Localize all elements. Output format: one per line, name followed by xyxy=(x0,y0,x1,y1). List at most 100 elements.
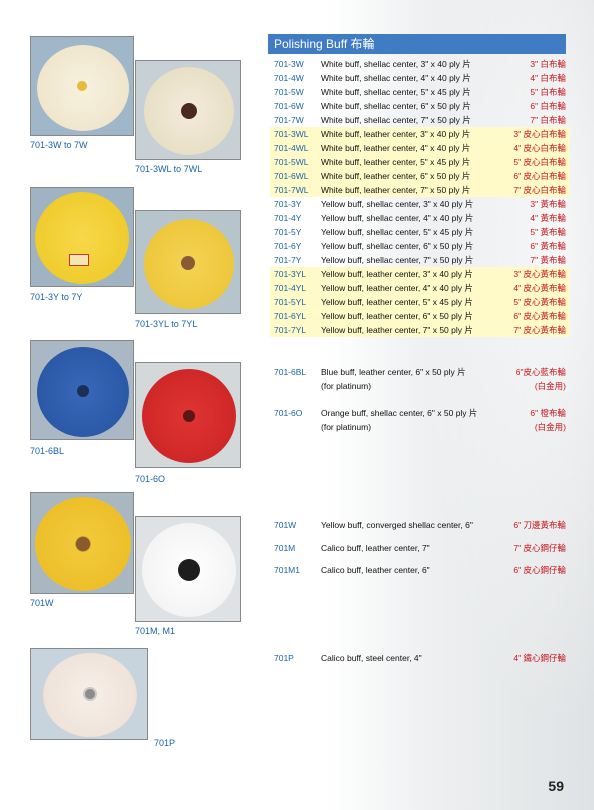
row-zh: 7" 皮心黃布輪 xyxy=(513,325,566,335)
caption-701-6o: 701-6O xyxy=(135,474,166,484)
buff-center xyxy=(77,81,87,91)
row-desc: White buff, shellac center, 5" x 45 ply … xyxy=(321,87,471,97)
entry-zh: 6" 刀邊黃布輪 xyxy=(513,520,566,530)
entry-desc: Yellow buff, converged shellac center, 6… xyxy=(321,520,473,530)
row-code: 701-3W xyxy=(274,59,304,69)
row-code: 701-7Y xyxy=(274,255,302,265)
row-zh: 7" 黃布輪 xyxy=(530,255,566,265)
photo-yellow-leather-buff xyxy=(135,210,241,314)
entry-code: 701M1 xyxy=(274,565,300,575)
page-number: 59 xyxy=(548,778,564,794)
table-row: 701-3YL Yellow buff, leather center, 3" x… xyxy=(270,267,570,281)
entry-zh: 7" 皮心鋼仔輪 xyxy=(513,543,566,553)
entry-701m: 701M Calico buff, leather center, 7" 7" … xyxy=(270,541,570,555)
table-row: 701-5YL Yellow buff, leather center, 5" x… xyxy=(270,295,570,309)
row-zh: 4" 皮心白布輪 xyxy=(513,143,566,153)
row-code: 701-7YL xyxy=(274,325,307,335)
entry-code: 701-6BL xyxy=(274,367,307,377)
buff-center xyxy=(83,687,97,701)
entry-701-6o: 701-6O Orange buff, shellac center, 6" x… xyxy=(270,406,570,434)
row-code: 701-7W xyxy=(274,115,304,125)
buff-disc xyxy=(35,192,129,284)
row-desc: Yellow buff, shellac center, 7" x 50 ply… xyxy=(321,255,474,265)
entry-desc-sub: (for platinum) xyxy=(321,422,372,432)
row-zh: 6" 黃布輪 xyxy=(530,241,566,251)
row-desc: Yellow buff, leather center, 5" x 45 ply… xyxy=(321,297,473,307)
caption-701-3yl: 701-3YL to 7YL xyxy=(135,319,198,329)
buff-center xyxy=(181,256,195,270)
row-desc: Yellow buff, leather center, 7" x 50 ply… xyxy=(321,325,473,335)
row-desc: White buff, leather center, 3" x 40 ply … xyxy=(321,129,471,139)
buff-center xyxy=(77,385,89,397)
entry-zh: 6" 皮心鋼仔輪 xyxy=(513,565,566,575)
entry-701p: 701P Calico buff, steel center, 4" 4" 鐵心… xyxy=(270,651,570,665)
table-row: 701-5W White buff, shellac center, 5" x 4… xyxy=(270,85,570,99)
row-desc: White buff, leather center, 7" x 50 ply … xyxy=(321,185,471,195)
row-code: 701-6W xyxy=(274,101,304,111)
section-header: Polishing Buff 布輪 xyxy=(268,34,566,54)
row-code: 701-4W xyxy=(274,73,304,83)
table-row: 701-4Y Yellow buff, shellac center, 4" x … xyxy=(270,211,570,225)
table-row: 701-6W White buff, shellac center, 6" x 5… xyxy=(270,99,570,113)
photo-yellow-buff xyxy=(30,187,134,287)
entry-zh: 4" 鐵心鋼仔輪 xyxy=(513,653,566,663)
entry-desc: Calico buff, leather center, 6" xyxy=(321,565,430,575)
row-desc: Yellow buff, shellac center, 5" x 45 ply… xyxy=(321,227,474,237)
row-desc: Yellow buff, shellac center, 4" x 40 ply… xyxy=(321,213,474,223)
caption-701w: 701W xyxy=(30,598,54,608)
photo-white-leather-buff xyxy=(135,60,241,160)
table-row: 701-7W White buff, shellac center, 7" x 5… xyxy=(270,113,570,127)
entry-desc: Calico buff, steel center, 4" xyxy=(321,653,422,663)
row-zh: 6" 皮心白布輪 xyxy=(513,171,566,181)
photo-yellow-converged-buff xyxy=(30,492,134,594)
row-desc: White buff, shellac center, 3" x 40 ply … xyxy=(321,59,471,69)
photo-white-buff xyxy=(30,36,134,136)
row-zh: 6" 白布輪 xyxy=(530,101,566,111)
caption-701-6bl: 701-6BL xyxy=(30,446,65,456)
product-table: 701-3W White buff, shellac center, 3" x 4… xyxy=(270,57,570,337)
table-row: 701-5WL White buff, leather center, 5" x … xyxy=(270,155,570,169)
row-desc: Yellow buff, shellac center, 3" x 40 ply… xyxy=(321,199,474,209)
table-row: 701-7Y Yellow buff, shellac center, 7" x … xyxy=(270,253,570,267)
table-row: 701-4WL White buff, leather center, 4" x … xyxy=(270,141,570,155)
entry-code: 701-6O xyxy=(274,408,303,418)
table-row: 701-3Y Yellow buff, shellac center, 3" x … xyxy=(270,197,570,211)
row-desc: White buff, leather center, 4" x 40 ply … xyxy=(321,143,471,153)
row-zh: 4" 黃布輪 xyxy=(530,213,566,223)
buff-center xyxy=(183,410,195,422)
entry-code: 701M xyxy=(274,543,296,553)
row-code: 701-5YL xyxy=(274,297,307,307)
entry-desc-sub: (for platinum) xyxy=(321,381,372,391)
table-row: 701-7YL Yellow buff, leather center, 7" x… xyxy=(270,323,570,337)
table-row: 701-3W White buff, shellac center, 3" x 4… xyxy=(270,57,570,71)
entry-desc: Orange buff, shellac center, 6" x 50 ply… xyxy=(321,408,478,418)
row-code: 701-3YL xyxy=(274,269,307,279)
table-row: 701-4YL Yellow buff, leather center, 4" x… xyxy=(270,281,570,295)
entry-701w: 701W Yellow buff, converged shellac cent… xyxy=(270,518,570,532)
row-zh: 3" 皮心白布輪 xyxy=(513,129,566,139)
table-row: 701-7WL White buff, leather center, 7" x … xyxy=(270,183,570,197)
row-zh: 7" 白布輪 xyxy=(530,115,566,125)
photo-orange-buff xyxy=(135,362,241,468)
entry-701m1: 701M1 Calico buff, leather center, 6" 6"… xyxy=(270,563,570,577)
row-zh: 3" 皮心黃布輪 xyxy=(513,269,566,279)
row-code: 701-4WL xyxy=(274,143,309,153)
entry-zh: 6"皮心藍布輪 xyxy=(515,367,566,377)
row-zh: 6" 皮心黃布輪 xyxy=(513,311,566,321)
row-zh: 7" 皮心白布輪 xyxy=(513,185,566,195)
row-zh: 4" 皮心黃布輪 xyxy=(513,283,566,293)
entry-desc: Calico buff, leather center, 7" xyxy=(321,543,430,553)
row-desc: Yellow buff, leather center, 3" x 40 ply… xyxy=(321,269,473,279)
row-desc: Yellow buff, leather center, 6" x 50 ply… xyxy=(321,311,473,321)
entry-zh: 6" 橙布輪 xyxy=(530,408,566,418)
entry-code: 701W xyxy=(274,520,297,530)
row-desc: White buff, shellac center, 7" x 50 ply … xyxy=(321,115,471,125)
caption-701m: 701M, M1 xyxy=(135,626,176,636)
row-code: 701-4Y xyxy=(274,213,302,223)
buff-center xyxy=(181,103,197,119)
row-code: 701-7WL xyxy=(274,185,309,195)
photo-blue-buff xyxy=(30,340,134,440)
row-code: 701-5Y xyxy=(274,227,302,237)
table-row: 701-4W White buff, shellac center, 4" x 4… xyxy=(270,71,570,85)
buff-label xyxy=(69,254,89,266)
